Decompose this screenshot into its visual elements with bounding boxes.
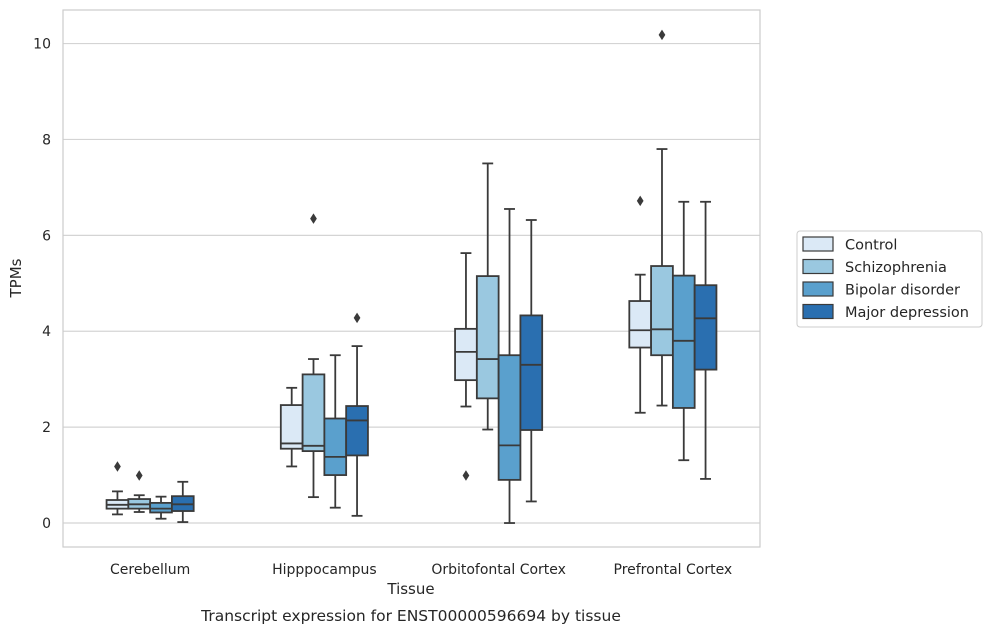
iqr-box xyxy=(519,314,544,431)
iqr-box xyxy=(497,354,522,481)
y-tick-label-1: 2 xyxy=(42,420,51,436)
legend-label-3: Major depression xyxy=(845,305,969,321)
gridlines xyxy=(63,42,760,524)
iqr-box xyxy=(279,404,304,450)
x-tick-label-2: Orbitofontal Cortex xyxy=(431,562,566,578)
y-tick-labels: 0 2 4 6 8 10 xyxy=(33,37,51,532)
legend-frame xyxy=(796,230,983,328)
outlier-0 xyxy=(353,312,361,324)
plot-frame xyxy=(62,9,761,548)
plot-background xyxy=(63,10,760,547)
iqr-box xyxy=(301,373,326,453)
box-3-3 xyxy=(693,200,718,480)
x-tick-labels: Cerebellum Hipppocampus Orbitofontal Corte… xyxy=(110,562,732,578)
outlier-0 xyxy=(114,461,121,472)
iqr-box xyxy=(454,327,478,382)
y-tick-label-3: 6 xyxy=(42,228,51,244)
legend-swatch-0 xyxy=(802,236,834,252)
box-3-2 xyxy=(671,200,696,462)
outlier-0 xyxy=(636,195,644,207)
legend-label-0: Control xyxy=(845,238,897,254)
legend-label-2: Bipolar disorder xyxy=(845,283,960,299)
box-2-2 xyxy=(497,208,522,524)
box-2-0 xyxy=(454,252,478,481)
x-tick-label-3: Prefrontal Cortex xyxy=(614,562,733,578)
x-axis-label: Tissue xyxy=(386,580,434,598)
legend-swatch-2 xyxy=(802,281,834,297)
iqr-box xyxy=(671,274,696,409)
iqr-box xyxy=(323,417,348,476)
outlier-0 xyxy=(135,470,143,481)
outlier-0 xyxy=(310,213,317,224)
iqr-box xyxy=(628,300,652,349)
iqr-box xyxy=(693,284,718,371)
box-1-0 xyxy=(279,386,304,468)
box-0-3 xyxy=(171,480,195,523)
y-tick-label-0: 0 xyxy=(42,516,51,532)
box-1-2 xyxy=(323,354,348,509)
y-tick-label-2: 4 xyxy=(42,324,51,340)
box-1-3 xyxy=(345,312,369,517)
box-2-3 xyxy=(519,219,544,503)
iqr-box xyxy=(650,265,674,357)
outlier-0 xyxy=(658,29,666,41)
box-1-1 xyxy=(301,213,326,499)
iqr-box xyxy=(149,501,173,514)
boxes xyxy=(105,29,718,524)
legend-label-1: Schizophrenia xyxy=(845,260,947,276)
box-0-2 xyxy=(149,495,173,520)
x-tick-label-1: Hipppocampus xyxy=(272,562,377,578)
legend-swatch-1 xyxy=(802,258,834,275)
legend-swatch-3 xyxy=(802,303,834,320)
y-tick-label-5: 10 xyxy=(33,37,51,53)
outlier-0 xyxy=(462,470,470,481)
legend: Control Schizophrenia Bipolar disorder Majo… xyxy=(796,230,983,328)
iqr-box xyxy=(345,405,369,457)
chart-title: Transcript expression for ENST0000059669… xyxy=(200,607,621,625)
box-2-1 xyxy=(475,162,500,431)
iqr-box xyxy=(475,275,500,400)
x-tick-label-0: Cerebellum xyxy=(110,562,190,578)
y-tick-label-4: 8 xyxy=(42,132,51,148)
y-axis-label: TPMs xyxy=(7,258,25,298)
